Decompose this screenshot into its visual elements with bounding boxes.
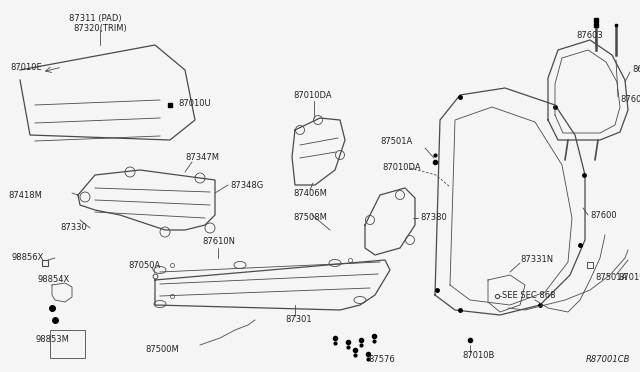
Text: 87501A: 87501A bbox=[595, 273, 627, 282]
Text: 87501A: 87501A bbox=[380, 138, 412, 147]
Text: 87010E: 87010E bbox=[10, 62, 42, 71]
Text: 87019: 87019 bbox=[618, 273, 640, 282]
Text: 87010DA: 87010DA bbox=[293, 92, 332, 100]
Text: 87010U: 87010U bbox=[178, 99, 211, 109]
Text: 87301: 87301 bbox=[285, 315, 312, 324]
Text: 87576: 87576 bbox=[368, 356, 395, 365]
Text: SEE SEC 868: SEE SEC 868 bbox=[502, 292, 556, 301]
Text: 87348G: 87348G bbox=[230, 180, 263, 189]
Text: 87602: 87602 bbox=[620, 96, 640, 105]
Text: 87320(TRIM): 87320(TRIM) bbox=[73, 23, 127, 32]
Text: 87331N: 87331N bbox=[520, 256, 553, 264]
Text: 87010B: 87010B bbox=[462, 350, 494, 359]
Text: 87347M: 87347M bbox=[185, 154, 219, 163]
Text: 87380: 87380 bbox=[420, 214, 447, 222]
Text: 87610N: 87610N bbox=[202, 237, 235, 247]
Text: 87508M: 87508M bbox=[293, 214, 327, 222]
Text: 87406M: 87406M bbox=[293, 189, 327, 198]
Text: 87010DA: 87010DA bbox=[382, 164, 420, 173]
Text: 87050A: 87050A bbox=[128, 260, 160, 269]
Bar bbox=[50, 330, 85, 358]
Text: 87500M: 87500M bbox=[145, 346, 179, 355]
Text: R87001CB: R87001CB bbox=[586, 356, 630, 365]
Text: 87418M: 87418M bbox=[8, 190, 42, 199]
Text: 98853M: 98853M bbox=[35, 336, 69, 344]
Text: 98854X: 98854X bbox=[38, 276, 70, 285]
Text: 87311 (PAD): 87311 (PAD) bbox=[68, 13, 122, 22]
Text: 98856X: 98856X bbox=[12, 253, 44, 263]
Text: 87330: 87330 bbox=[60, 224, 87, 232]
Text: 86400: 86400 bbox=[632, 65, 640, 74]
Text: 87603: 87603 bbox=[576, 32, 603, 41]
Text: 87600: 87600 bbox=[590, 211, 616, 219]
